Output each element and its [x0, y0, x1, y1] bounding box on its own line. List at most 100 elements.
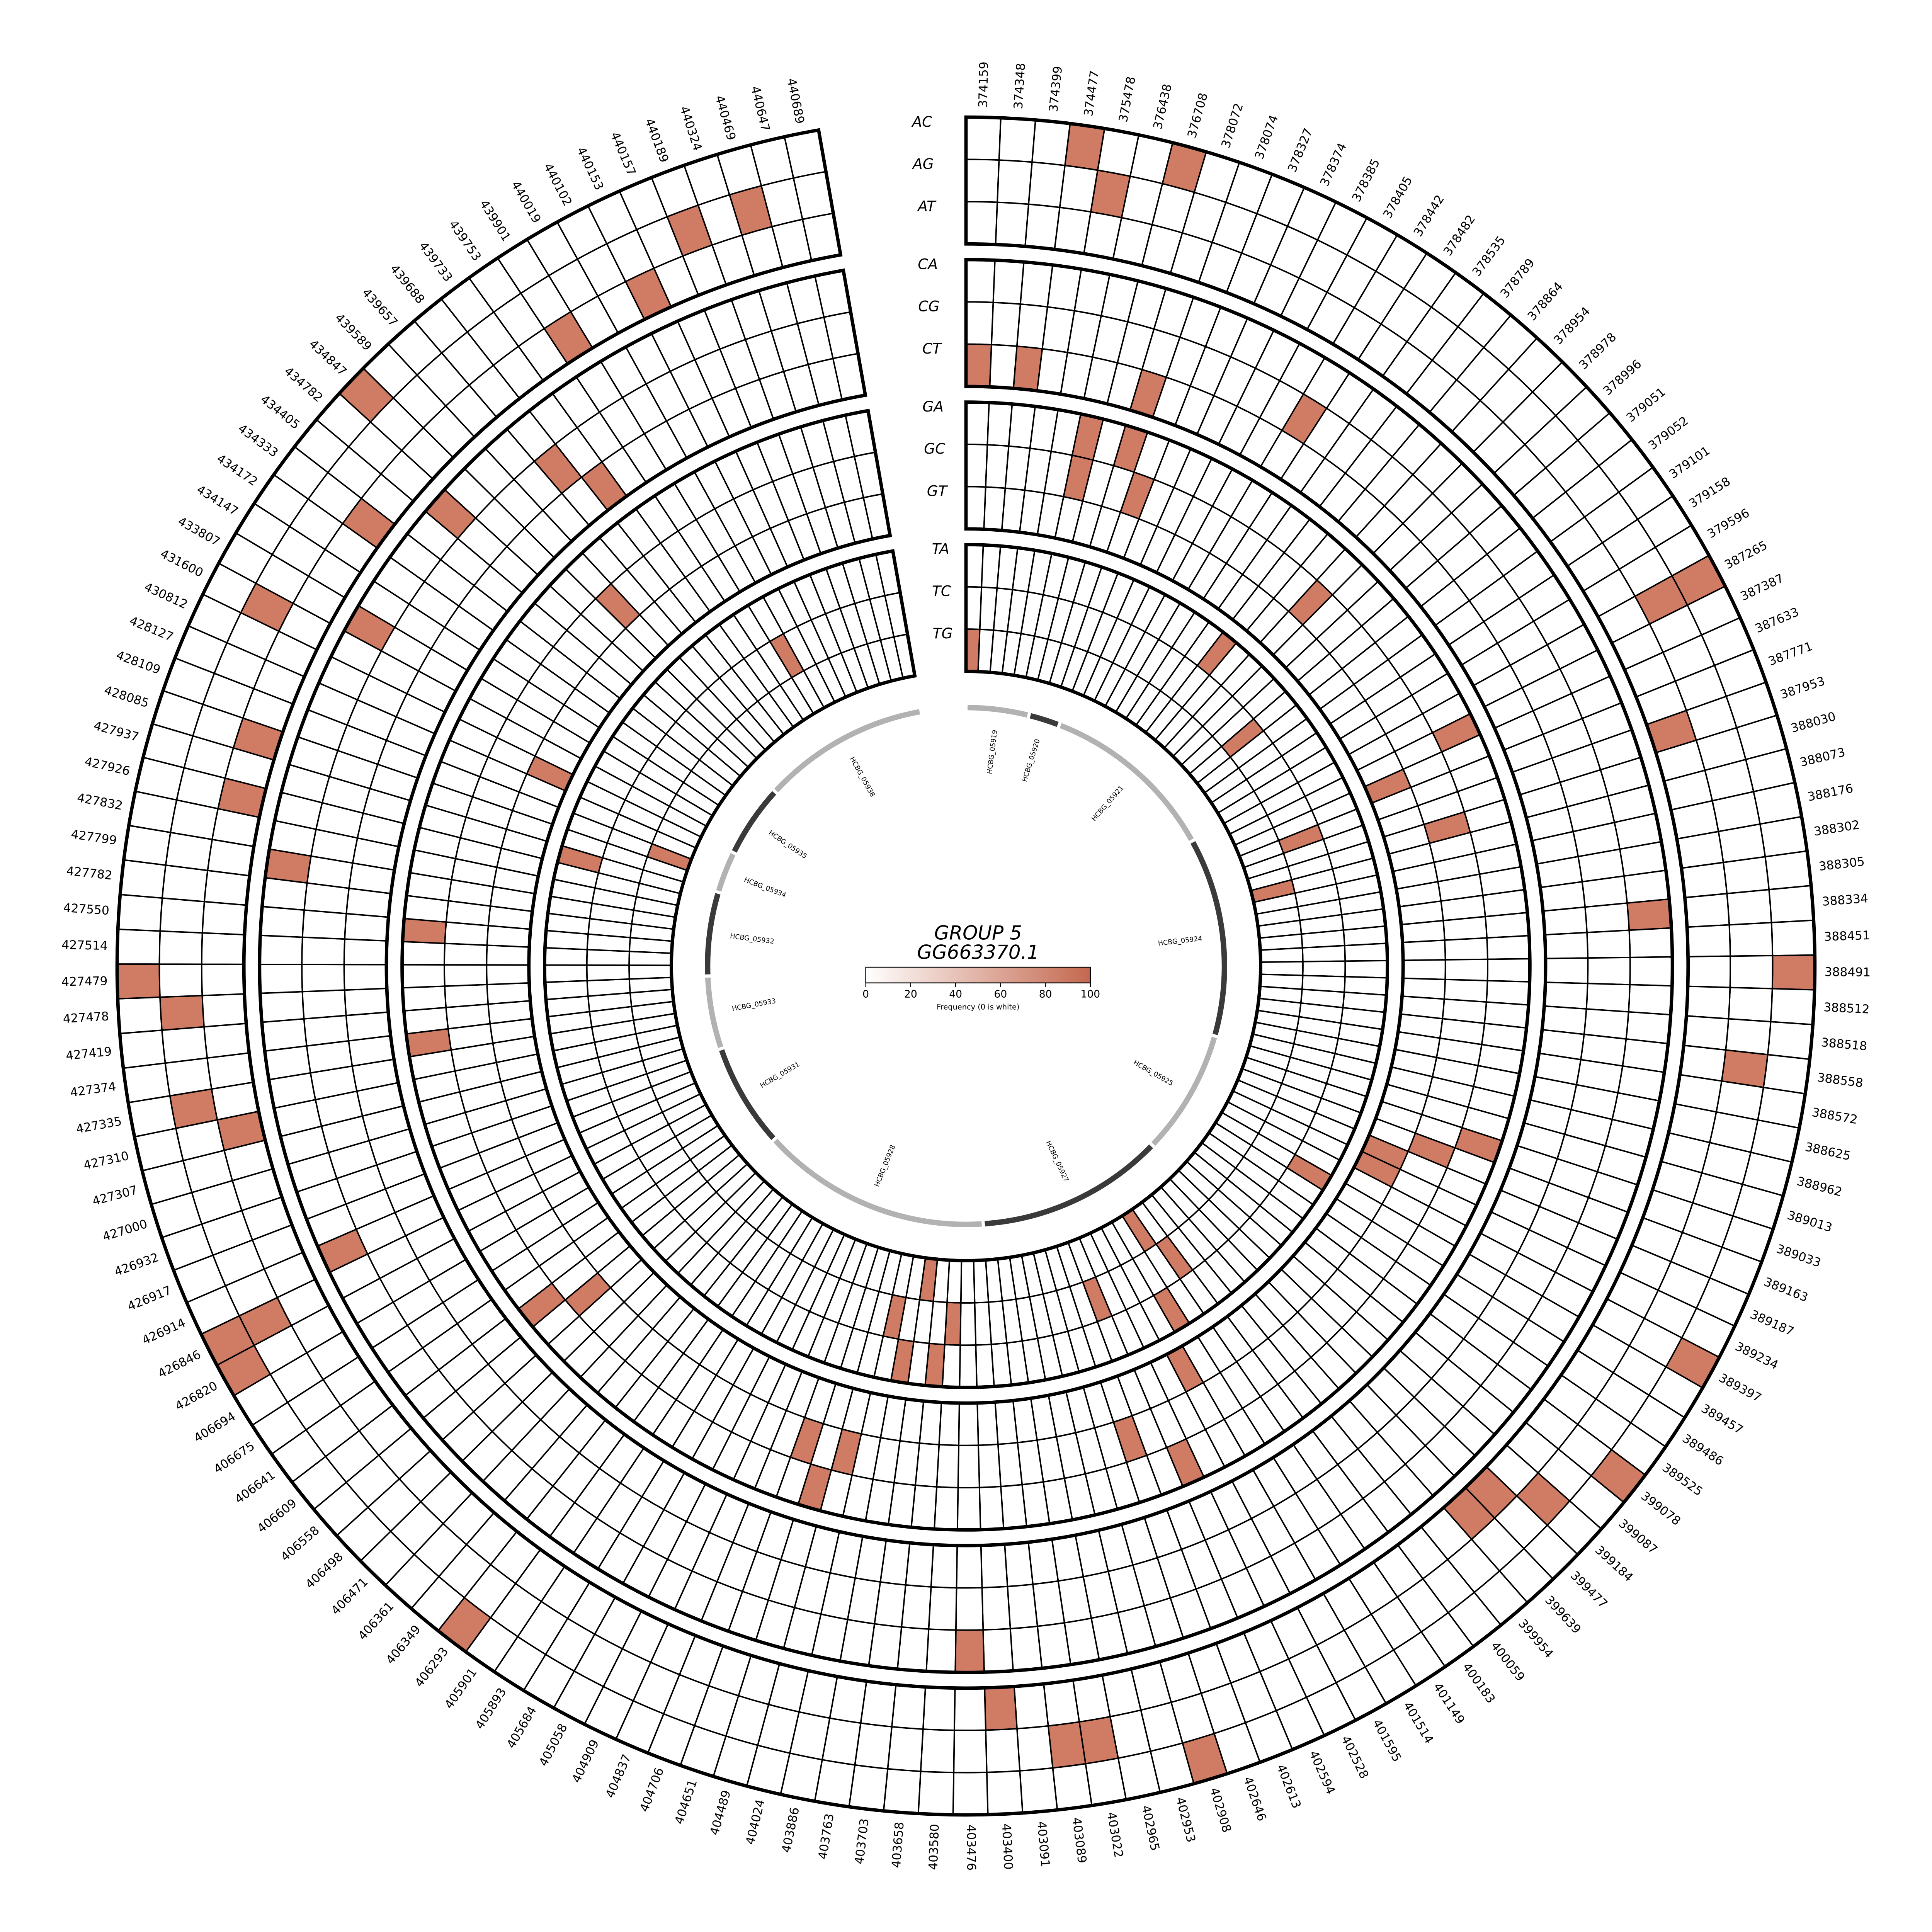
heatmap-cell	[997, 1442, 1023, 1487]
heatmap-cell	[965, 444, 988, 488]
position-label: 434847	[306, 337, 349, 379]
heatmap-cell	[1759, 816, 1808, 858]
position-label: 388302	[1813, 818, 1861, 839]
heatmap-cell	[965, 343, 992, 388]
heatmap-cell	[998, 117, 1036, 163]
ring-label: AC	[911, 113, 932, 130]
gene-label: HCBG_05919	[986, 730, 999, 775]
position-label: 406293	[412, 1645, 451, 1690]
heatmap-cell	[1680, 861, 1728, 899]
heatmap-cell	[301, 909, 347, 940]
position-label: 403400	[999, 1823, 1015, 1870]
heatmap-cell	[925, 1628, 957, 1673]
gene-arc	[716, 853, 736, 892]
heatmap-cell	[301, 936, 346, 966]
heatmap-cell	[201, 963, 245, 997]
heatmap-cell	[444, 983, 489, 1009]
position-label: 388512	[1823, 1000, 1870, 1017]
heatmap-cell	[486, 964, 530, 985]
heatmap-cell	[1771, 954, 1816, 991]
position-label: 399078	[1638, 1489, 1683, 1529]
position-label: 376708	[1185, 91, 1211, 139]
heatmap-cell	[1542, 906, 1588, 936]
position-label: 434333	[235, 422, 281, 460]
heatmap-cell	[445, 1003, 491, 1030]
position-label: 402908	[1207, 1786, 1234, 1834]
position-label: 405684	[504, 1704, 539, 1751]
position-label: 440019	[509, 179, 544, 225]
position-label: 389525	[1660, 1461, 1705, 1499]
position-label: 426820	[173, 1379, 220, 1413]
legend-tick-label: 0	[862, 988, 869, 1000]
position-label: 399477	[1568, 1569, 1610, 1611]
heatmap-cell	[117, 893, 163, 932]
heatmap-cell	[1484, 912, 1530, 939]
heatmap-cell	[1626, 898, 1672, 931]
position-label: 388558	[1816, 1071, 1864, 1090]
position-label: 387387	[1738, 571, 1786, 604]
position-label: 403763	[816, 1813, 837, 1860]
position-label: 403703	[852, 1818, 872, 1865]
heatmap-cell	[956, 1486, 981, 1531]
position-label: 440469	[712, 94, 738, 142]
heatmap-cells	[116, 116, 1816, 1816]
heatmap-cell	[1684, 893, 1730, 928]
heatmap-cell	[1586, 929, 1631, 959]
heatmap-cell	[995, 201, 1030, 247]
position-label: 378072	[1219, 102, 1246, 150]
heatmap-cell	[1725, 1018, 1772, 1056]
heatmap-cell	[1342, 925, 1388, 947]
heatmap-cell	[1043, 1679, 1080, 1727]
heatmap-cell	[986, 401, 1013, 447]
heatmap-cell	[1629, 956, 1673, 987]
heatmap-cell	[917, 1770, 955, 1816]
gene-label: HCBG_05931	[759, 1061, 801, 1090]
position-label: 431600	[158, 547, 206, 580]
position-label: 401595	[1370, 1717, 1404, 1764]
heatmap-cell	[1486, 935, 1531, 960]
heatmap-cell	[586, 949, 630, 966]
position-label: 404706	[637, 1766, 667, 1814]
heatmap-cell	[1485, 980, 1531, 1006]
heatmap-cell	[965, 259, 996, 303]
heatmap-cell	[158, 930, 203, 965]
heatmap-cell	[1444, 958, 1488, 981]
position-label: 434172	[214, 452, 260, 489]
position-label: 401514	[1400, 1699, 1436, 1746]
position-label: 406675	[211, 1439, 257, 1476]
heatmap-cell	[975, 1344, 995, 1388]
heatmap-cell	[1686, 924, 1731, 957]
position-label: 378327	[1285, 126, 1316, 174]
heatmap-cell	[930, 1544, 958, 1589]
heatmap-cell	[158, 963, 203, 998]
heatmap-cell	[1047, 1721, 1087, 1769]
position-label: 388572	[1811, 1105, 1859, 1127]
heatmap-cell	[259, 905, 305, 938]
position-label: 404909	[570, 1738, 602, 1785]
position-label: 440153	[574, 145, 606, 192]
position-label: 405893	[473, 1685, 509, 1732]
position-label: 427000	[101, 1217, 149, 1244]
gene-label: HCBG_05938	[848, 756, 876, 798]
legend-gradient-bar	[865, 966, 1091, 983]
heatmap-cell	[119, 859, 167, 899]
gene-label: HCBG_05925	[1132, 1059, 1174, 1088]
position-label: 439901	[477, 197, 513, 244]
heatmap-cell	[259, 963, 303, 994]
position-label: 389486	[1680, 1432, 1726, 1469]
position-label: 388625	[1804, 1140, 1852, 1163]
position-label: 405901	[442, 1666, 480, 1711]
heatmap-cell	[1687, 955, 1731, 988]
heatmap-cell	[1728, 986, 1773, 1023]
heatmap-cell	[965, 586, 983, 630]
heatmap-cell	[1628, 927, 1673, 958]
position-label: 378074	[1252, 113, 1281, 161]
heatmap-cell	[1767, 1021, 1814, 1060]
heatmap-cell	[1628, 984, 1673, 1016]
position-label: 406349	[383, 1622, 423, 1667]
heatmap-cell	[201, 901, 247, 935]
legend-tick-label: 60	[994, 988, 1007, 1000]
position-label: 378385	[1349, 157, 1383, 204]
heatmap-cell	[1768, 884, 1815, 923]
position-label: 388962	[1796, 1174, 1844, 1199]
